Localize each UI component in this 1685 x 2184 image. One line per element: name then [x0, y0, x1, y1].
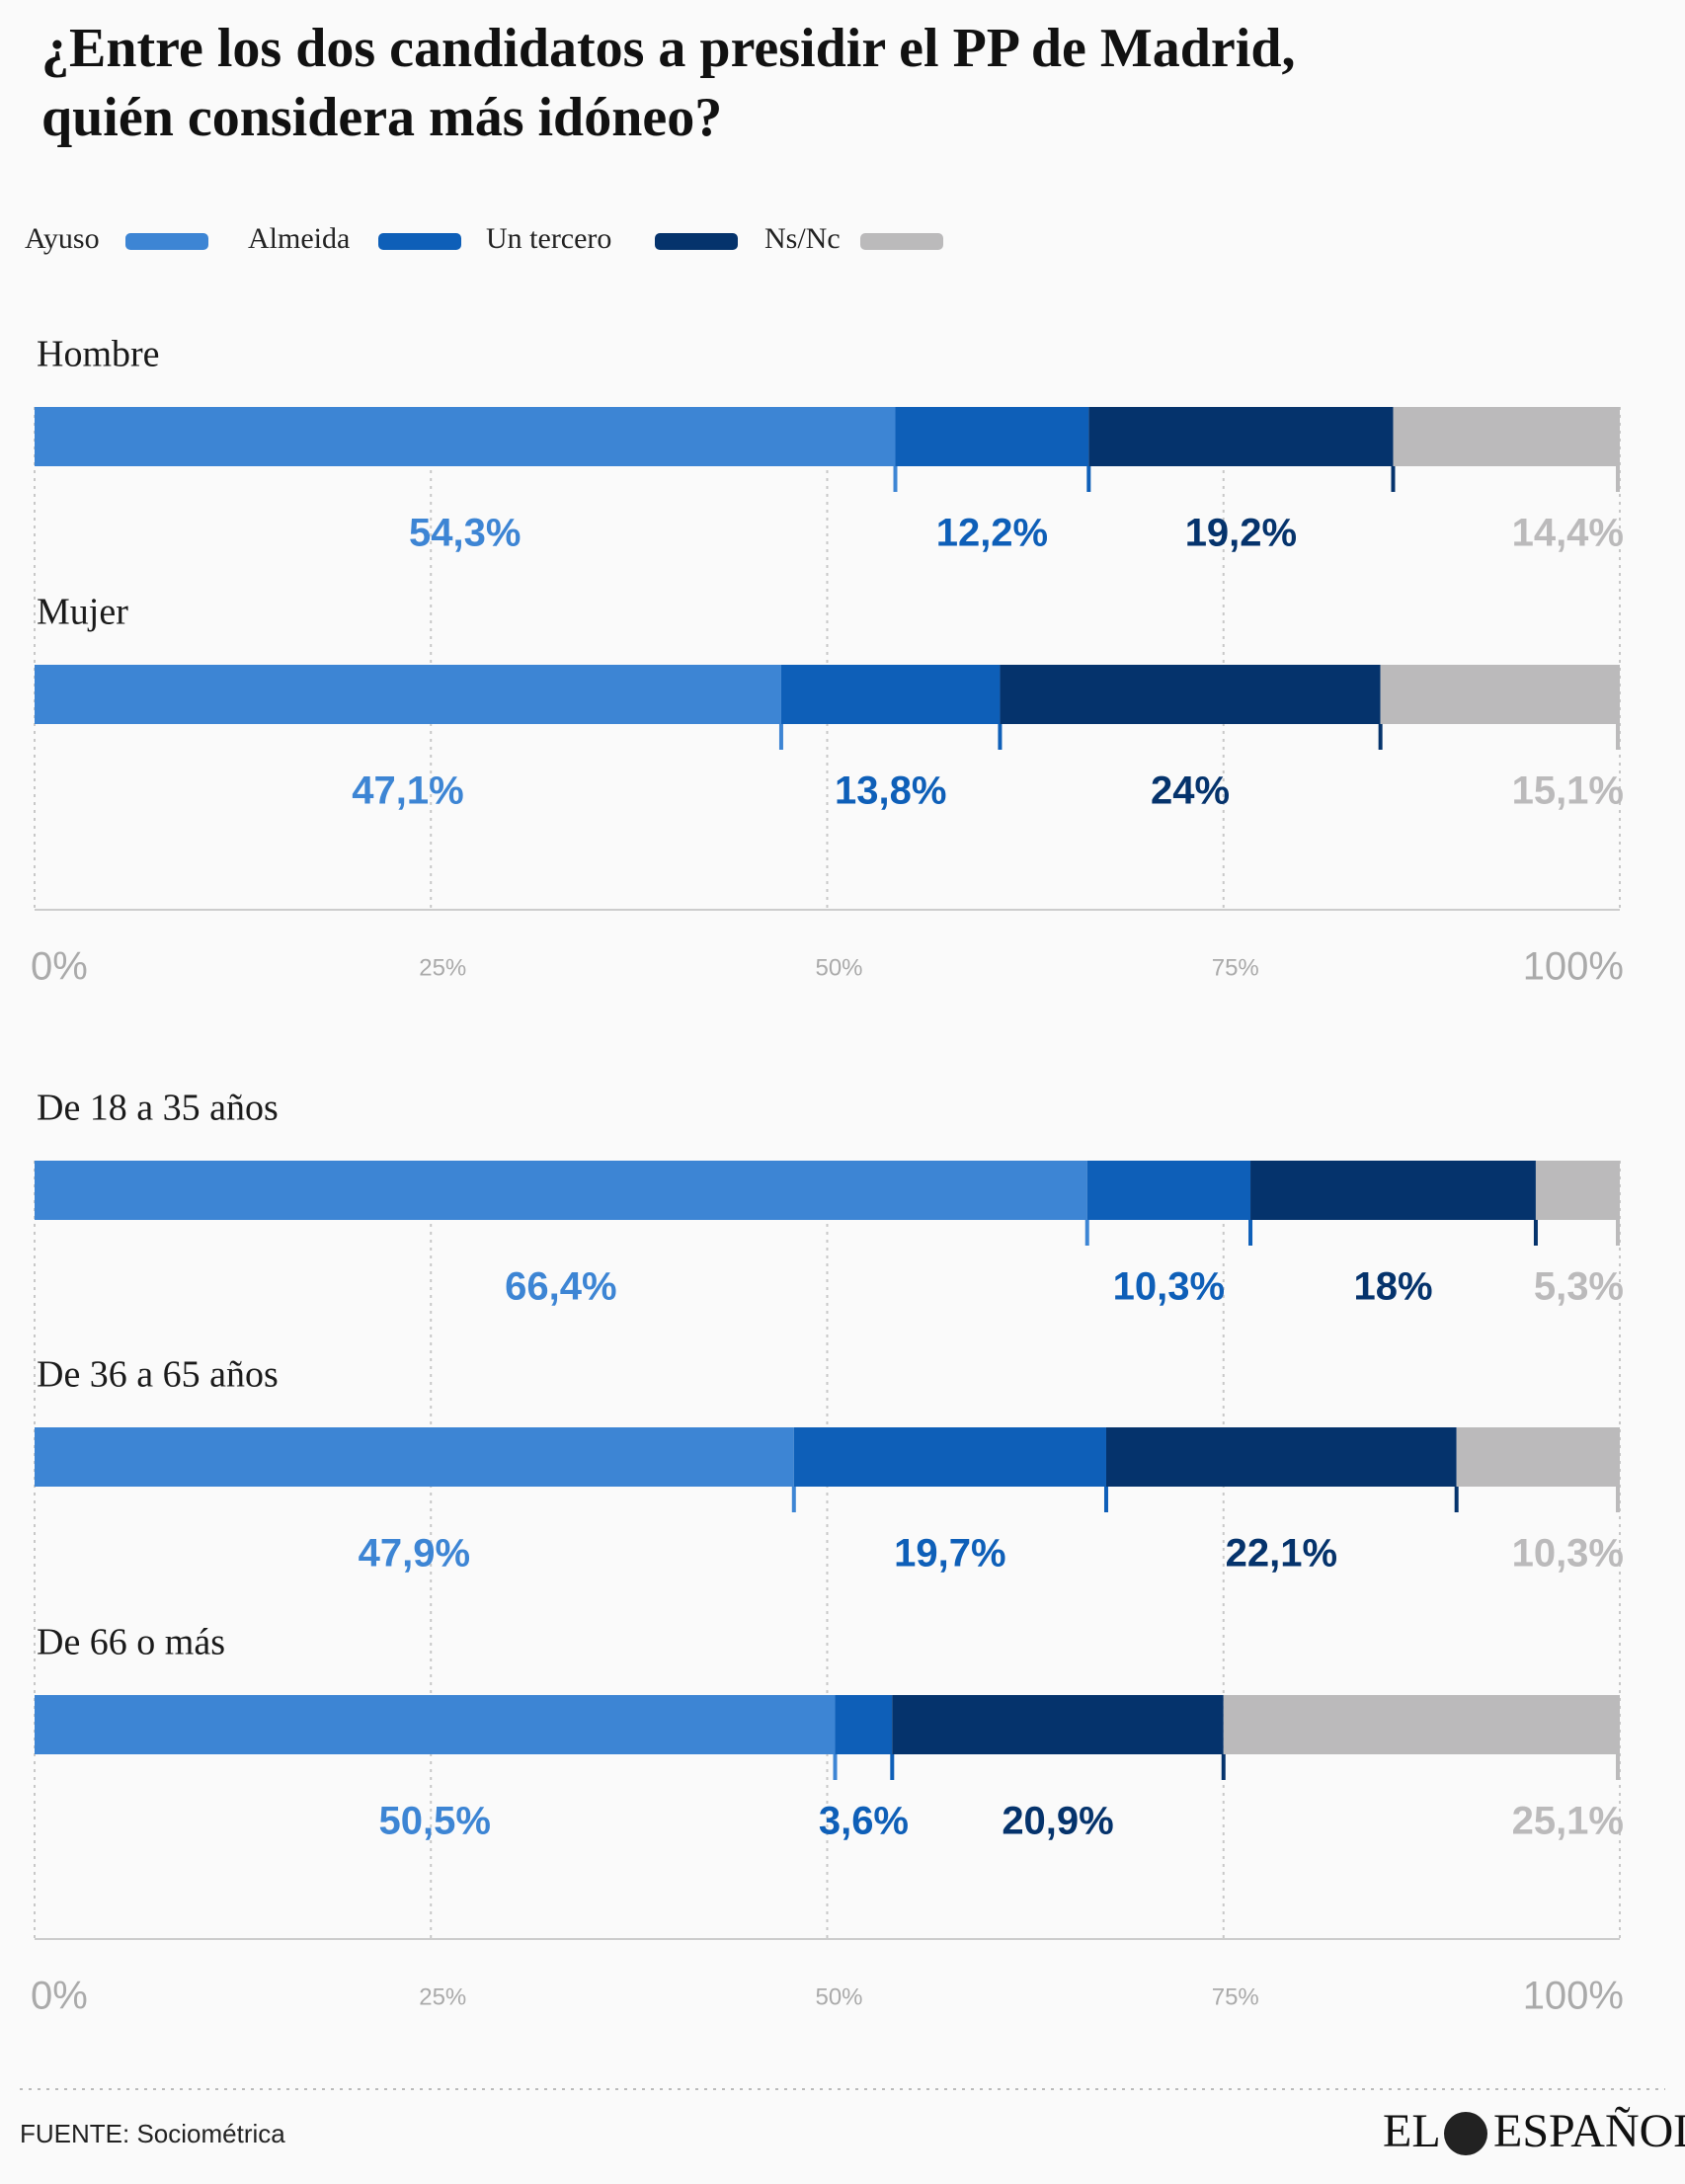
legend-label: Ns/Nc [764, 222, 841, 255]
value-label: 13,8% [835, 769, 946, 813]
legend-label: Ayuso [25, 222, 100, 255]
bar-segment [1250, 1161, 1536, 1220]
x-tick-label: 50% [815, 954, 862, 981]
x-tick-label: 0% [31, 1975, 88, 2018]
bar-segment [35, 407, 896, 466]
value-label: 20,9% [1002, 1800, 1113, 1843]
x-tick-label: 25% [419, 1983, 466, 2010]
legend-label: Un tercero [486, 222, 611, 255]
bar-segment [1223, 1695, 1620, 1754]
value-label: 10,3% [1113, 1265, 1225, 1309]
legend-swatch [378, 233, 461, 250]
bar-segment [1086, 1161, 1251, 1220]
x-tick-label: 100% [1523, 945, 1624, 989]
value-label: 22,1% [1226, 1532, 1337, 1576]
logo-icon [1444, 2112, 1487, 2155]
legend-swatch [655, 233, 738, 250]
row-label: Hombre [37, 334, 160, 375]
value-label: 10,3% [1512, 1532, 1624, 1576]
chart-title: quién considera más idóneo? [41, 87, 722, 148]
legend-swatch [860, 233, 943, 250]
row-label: De 36 a 65 años [37, 1354, 279, 1396]
bar-segment [1456, 1427, 1620, 1487]
row-label: De 18 a 35 años [37, 1088, 279, 1129]
legend-label: Almeida [248, 222, 350, 255]
value-label: 66,4% [505, 1265, 616, 1309]
x-tick-label: 50% [815, 1983, 862, 2010]
bar-segment [793, 1427, 1106, 1487]
chart-title: ¿Entre los dos candidatos a presidir el … [41, 18, 1295, 79]
bar-segment [780, 665, 1001, 724]
row-label: De 66 o más [37, 1622, 225, 1663]
bar-segment [35, 1695, 836, 1754]
value-label: 25,1% [1512, 1800, 1624, 1843]
bar-segment [835, 1695, 893, 1754]
bar-segment [1105, 1427, 1457, 1487]
logo: EL [1383, 2105, 1441, 2157]
value-label: 14,4% [1512, 512, 1624, 555]
value-label: 19,7% [894, 1532, 1005, 1576]
x-tick-label: 75% [1212, 954, 1259, 981]
legend-swatch [125, 233, 208, 250]
value-label: 3,6% [819, 1800, 909, 1843]
bar-segment [1535, 1161, 1620, 1220]
bar-segment [1088, 407, 1394, 466]
value-label: 50,5% [379, 1800, 491, 1843]
bar-segment [1380, 665, 1620, 724]
x-tick-label: 25% [419, 954, 466, 981]
bar-segment [35, 1427, 794, 1487]
x-tick-label: 0% [31, 945, 88, 989]
bar-segment [1393, 407, 1620, 466]
bar-segment [895, 407, 1089, 466]
value-label: 19,2% [1185, 512, 1297, 555]
x-tick-label: 75% [1212, 1983, 1259, 2010]
value-label: 54,3% [409, 512, 521, 555]
logo: ESPAÑOL [1493, 2105, 1685, 2157]
value-label: 18% [1353, 1265, 1432, 1309]
value-label: 24% [1151, 769, 1230, 813]
value-label: 47,9% [359, 1532, 470, 1576]
row-label: Mujer [37, 592, 128, 633]
x-tick-label: 100% [1523, 1975, 1624, 2018]
value-label: 5,3% [1534, 1265, 1624, 1309]
bar-segment [35, 665, 781, 724]
bar-segment [1000, 665, 1381, 724]
value-label: 47,1% [352, 769, 463, 813]
bars [35, 407, 1620, 1780]
source: FUENTE: Sociométrica [20, 2119, 285, 2148]
value-label: 12,2% [936, 512, 1048, 555]
value-label: 15,1% [1512, 769, 1624, 813]
bar-segment [892, 1695, 1224, 1754]
bar-segment [35, 1161, 1087, 1220]
